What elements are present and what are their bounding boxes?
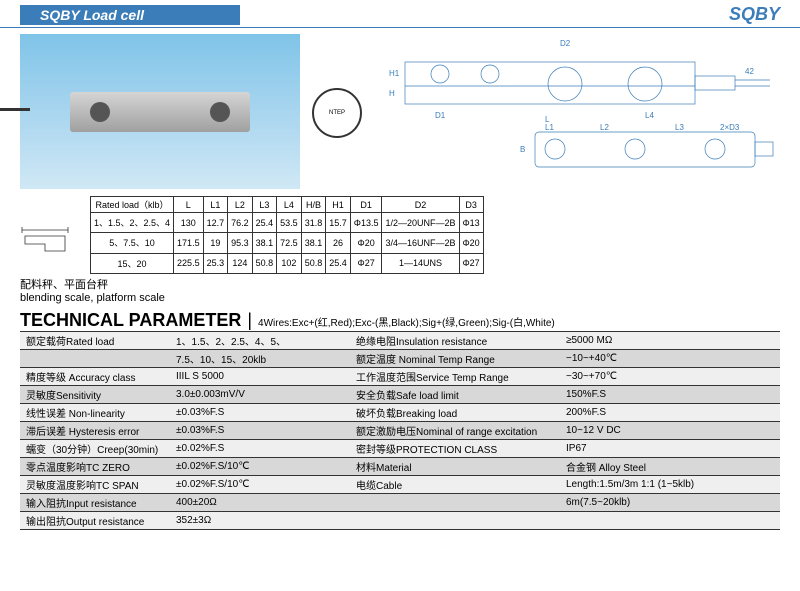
usage-cn: 配料秤、平面台秤 bbox=[20, 276, 780, 292]
svg-text:H1: H1 bbox=[389, 69, 400, 78]
table-row: 15、20225.525.312450.810250.825.4Φ271—14U… bbox=[91, 253, 484, 273]
tech-subtitle: 4Wires:Exc+(红,Red);Exc-(黑,Black);Sig+(绿,… bbox=[258, 314, 555, 329]
svg-text:L3: L3 bbox=[675, 123, 684, 132]
param-row: 精度等级 Accuracy classIIIL S 5000工作温度范围Serv… bbox=[20, 368, 780, 386]
ntep-seal-icon: NTEP bbox=[312, 88, 362, 138]
drawing-svg: D2 H1 H D1 L L4 42 L1 L2 L3 B 2×D3 bbox=[370, 34, 780, 189]
dim-th: L bbox=[174, 197, 204, 213]
usage-en: blending scale, platform scale bbox=[20, 292, 780, 304]
brand-label: SQBY bbox=[729, 4, 780, 25]
svg-text:42: 42 bbox=[745, 67, 754, 76]
param-row: 灵敏度Sensitivity3.0±0.003mV/V安全负载Safe load… bbox=[20, 386, 780, 404]
svg-text:B: B bbox=[520, 145, 525, 154]
dim-th: D1 bbox=[350, 197, 382, 213]
dim-th: Rated load（klb） bbox=[91, 197, 174, 213]
dim-th: D3 bbox=[459, 197, 483, 213]
product-photo bbox=[20, 34, 300, 189]
svg-text:D1: D1 bbox=[435, 111, 446, 120]
title-bar: SQBY Load cell bbox=[20, 5, 240, 25]
table-row: 1、1.5、2、2.5、413012.776.225.453.531.815.7… bbox=[91, 213, 484, 233]
param-row: 零点温度影响TC ZERO±0.02%F.S/10℃材料Material合金钢 … bbox=[20, 458, 780, 476]
param-row: 灵敏度温度影响TC SPAN±0.02%F.S/10℃电缆CableLength… bbox=[20, 476, 780, 494]
svg-text:L2: L2 bbox=[600, 123, 609, 132]
tech-title: TECHNICAL PARAMETER bbox=[20, 310, 241, 331]
dim-th: D2 bbox=[382, 197, 459, 213]
technical-drawings: D2 H1 H D1 L L4 42 L1 L2 L3 B 2×D3 bbox=[370, 34, 780, 192]
dim-th: L1 bbox=[203, 197, 228, 213]
parameter-table: 额定载荷Rated load1、1.5、2、2.5、4、5、绝缘电阻Insula… bbox=[20, 331, 780, 530]
param-row: 输入阻抗Input resistance400±20Ω6m(7.5~20klb) bbox=[20, 494, 780, 512]
param-row: 蠕变（30分钟）Creep(30min)±0.02%F.S密封等级PROTECT… bbox=[20, 440, 780, 458]
cable-graphic bbox=[0, 108, 30, 111]
table-row: 5、7.5、10171.51995.338.172.538.126Φ203/4—… bbox=[91, 233, 484, 253]
dim-th: L4 bbox=[277, 197, 302, 213]
dim-th: H/B bbox=[301, 197, 326, 213]
svg-text:D2: D2 bbox=[560, 39, 571, 48]
tech-header: TECHNICAL PARAMETER | 4Wires:Exc+(红,Red)… bbox=[0, 310, 800, 331]
svg-text:L4: L4 bbox=[645, 111, 654, 120]
usage-text: 配料秤、平面台秤 blending scale, platform scale bbox=[0, 274, 800, 306]
dim-table-section: Rated load（klb）LL1L2L3L4H/BH1D1D2D3 1、1.… bbox=[0, 196, 800, 274]
param-row: 输出阻抗Output resistance352±3Ω bbox=[20, 512, 780, 530]
top-section: NTEP D2 H1 H bbox=[0, 28, 800, 196]
dim-th: L2 bbox=[228, 197, 253, 213]
param-row: 7.5、10、15、20klb额定温度 Nominal Temp Range−1… bbox=[20, 350, 780, 368]
param-row: 额定载荷Rated load1、1.5、2、2.5、4、5、绝缘电阻Insula… bbox=[20, 332, 780, 350]
header: SQBY Load cell SQBY bbox=[0, 0, 800, 25]
dim-th: H1 bbox=[326, 197, 351, 213]
profile-icon bbox=[20, 196, 80, 274]
dimension-table: Rated load（klb）LL1L2L3L4H/BH1D1D2D3 1、1.… bbox=[90, 196, 484, 274]
svg-text:2×D3: 2×D3 bbox=[720, 123, 740, 132]
dim-th: L3 bbox=[252, 197, 277, 213]
param-row: 滞后误差 Hysteresis error±0.03%F.S额定激励电压Nomi… bbox=[20, 422, 780, 440]
loadcell-graphic bbox=[70, 92, 250, 132]
ntep-label: NTEP bbox=[329, 110, 345, 116]
svg-text:H: H bbox=[389, 89, 395, 98]
svg-text:L1: L1 bbox=[545, 123, 554, 132]
param-row: 线性误差 Non-linearity±0.03%F.S破坏负载Breaking … bbox=[20, 404, 780, 422]
